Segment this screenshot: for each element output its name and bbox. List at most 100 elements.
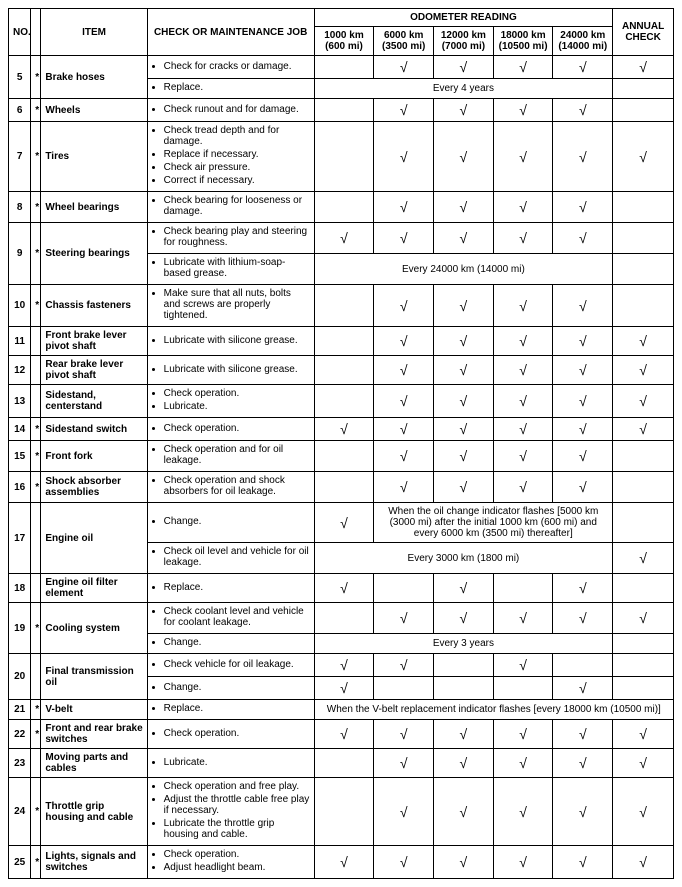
row-star: * xyxy=(31,603,41,654)
row-check: √ xyxy=(434,846,494,879)
row-item: Brake hoses xyxy=(41,56,147,99)
row-check: √ xyxy=(374,418,434,441)
row-check: √ xyxy=(493,603,553,634)
row-no: 23 xyxy=(9,749,31,778)
header-no: NO. xyxy=(9,9,31,56)
row-check: √ xyxy=(374,192,434,223)
row-check: √ xyxy=(434,223,494,254)
row-annual xyxy=(613,654,674,677)
row-check: √ xyxy=(553,778,613,846)
row-check xyxy=(314,192,374,223)
row-job: Replace. xyxy=(147,700,314,720)
row-job: Change. xyxy=(147,634,314,654)
row-check: √ xyxy=(434,327,494,356)
table-row: 14*Sidestand switchCheck operation.√√√√√… xyxy=(9,418,674,441)
row-check: √ xyxy=(434,56,494,79)
row-check: √ xyxy=(493,472,553,503)
row-star: * xyxy=(31,122,41,192)
row-no: 14 xyxy=(9,418,31,441)
row-check: √ xyxy=(374,122,434,192)
row-job: Check for cracks or damage. xyxy=(147,56,314,79)
row-check: √ xyxy=(374,603,434,634)
row-annual: √ xyxy=(613,385,674,418)
row-check: √ xyxy=(493,441,553,472)
row-job: Change. xyxy=(147,503,314,543)
table-row: 17Engine oilChange.√When the oil change … xyxy=(9,503,674,543)
row-check: √ xyxy=(374,285,434,327)
table-row: 11Front brake lever pivot shaftLubricate… xyxy=(9,327,674,356)
row-check xyxy=(314,441,374,472)
table-row: 20Final transmission oilCheck vehicle fo… xyxy=(9,654,674,677)
row-check: √ xyxy=(374,778,434,846)
row-check: √ xyxy=(374,472,434,503)
row-annual xyxy=(613,503,674,543)
row-job: Check tread depth and for damage.Replace… xyxy=(147,122,314,192)
row-annual xyxy=(613,472,674,503)
row-check: √ xyxy=(493,99,553,122)
row-check: √ xyxy=(553,356,613,385)
row-check: √ xyxy=(434,441,494,472)
row-job: Check operation.Lubricate. xyxy=(147,385,314,418)
row-check: √ xyxy=(434,122,494,192)
table-row: 10*Chassis fastenersMake sure that all n… xyxy=(9,285,674,327)
row-star: * xyxy=(31,285,41,327)
row-job: Check operation and shock absorbers for … xyxy=(147,472,314,503)
row-check: √ xyxy=(374,356,434,385)
row-no: 13 xyxy=(9,385,31,418)
row-check xyxy=(553,654,613,677)
row-item: Cooling system xyxy=(41,603,147,654)
row-no: 24 xyxy=(9,778,31,846)
row-check xyxy=(314,778,374,846)
row-check: √ xyxy=(434,778,494,846)
row-no: 17 xyxy=(9,503,31,574)
row-check: √ xyxy=(553,56,613,79)
row-check: √ xyxy=(374,654,434,677)
row-check: √ xyxy=(314,418,374,441)
table-row: 15*Front forkCheck operation and for oil… xyxy=(9,441,674,472)
row-no: 22 xyxy=(9,720,31,749)
row-item: Rear brake lever pivot shaft xyxy=(41,356,147,385)
table-row: 25*Lights, signals and switchesCheck ope… xyxy=(9,846,674,879)
row-check: √ xyxy=(553,846,613,879)
row-check xyxy=(314,122,374,192)
row-job: Lubricate with lithium-soap-based grease… xyxy=(147,254,314,285)
row-item: Lights, signals and switches xyxy=(41,846,147,879)
row-check xyxy=(314,285,374,327)
table-row: 13Sidestand, centerstandCheck operation.… xyxy=(9,385,674,418)
row-job: Check vehicle for oil leakage. xyxy=(147,654,314,677)
row-star xyxy=(31,749,41,778)
row-check: √ xyxy=(493,654,553,677)
row-check: √ xyxy=(434,418,494,441)
row-no: 19 xyxy=(9,603,31,654)
row-annual: √ xyxy=(613,418,674,441)
table-row: 19*Cooling systemCheck coolant level and… xyxy=(9,603,674,634)
row-annual: √ xyxy=(613,327,674,356)
row-check xyxy=(374,677,434,700)
table-row: 16*Shock absorber assembliesCheck operat… xyxy=(9,472,674,503)
row-item: Front fork xyxy=(41,441,147,472)
row-star xyxy=(31,385,41,418)
row-job: Change. xyxy=(147,677,314,700)
row-job: Check operation.Adjust headlight beam. xyxy=(147,846,314,879)
row-star: * xyxy=(31,700,41,720)
row-star: * xyxy=(31,418,41,441)
row-annual: √ xyxy=(613,122,674,192)
row-annual xyxy=(613,574,674,603)
row-check: √ xyxy=(553,749,613,778)
row-check: √ xyxy=(434,472,494,503)
row-check xyxy=(314,385,374,418)
row-check: √ xyxy=(493,356,553,385)
row-check: √ xyxy=(553,677,613,700)
row-job: Lubricate with silicone grease. xyxy=(147,356,314,385)
row-check: √ xyxy=(493,192,553,223)
header-odometer-1: 6000 km(3500 mi) xyxy=(374,27,434,56)
row-annual xyxy=(613,677,674,700)
row-check: √ xyxy=(374,385,434,418)
row-job: Check operation. xyxy=(147,418,314,441)
row-check: √ xyxy=(493,122,553,192)
row-star xyxy=(31,654,41,700)
row-check: √ xyxy=(493,720,553,749)
row-star: * xyxy=(31,720,41,749)
row-annual: √ xyxy=(613,778,674,846)
row-check: √ xyxy=(434,192,494,223)
